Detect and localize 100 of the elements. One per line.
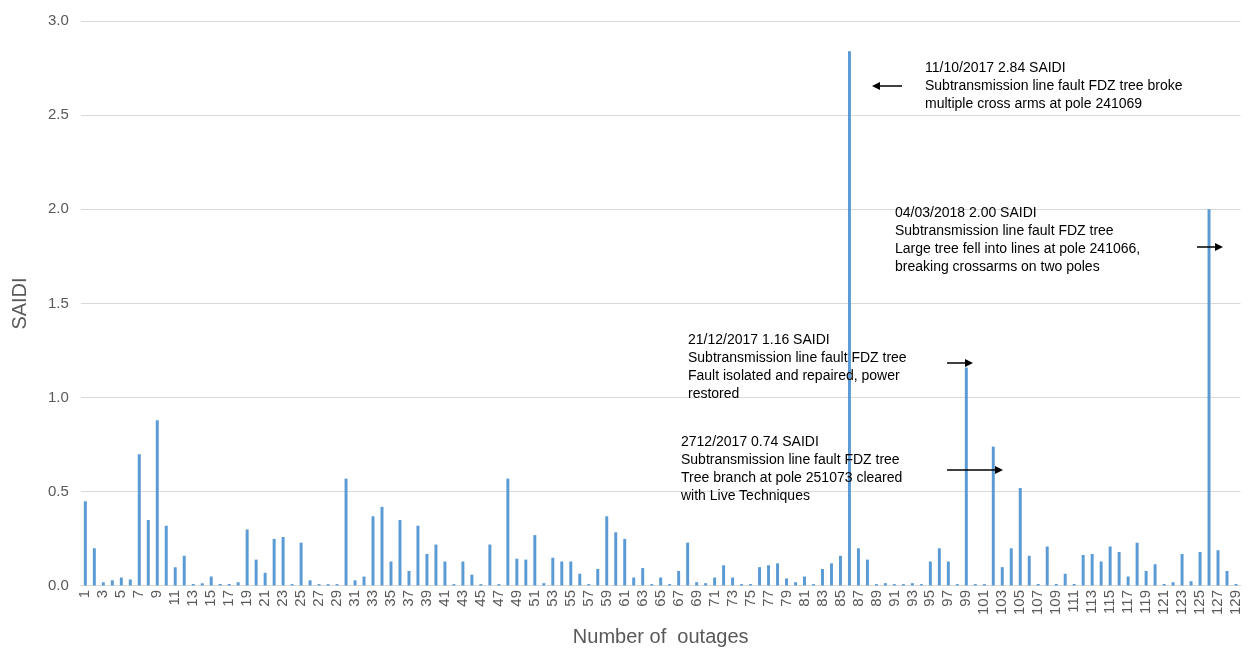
x-tick-label: 117: [1118, 589, 1136, 614]
x-tick-label: 61: [614, 589, 632, 607]
x-tick-label: 7: [129, 589, 147, 599]
bar: [1045, 546, 1049, 586]
bar: [623, 538, 627, 586]
bar: [1198, 552, 1202, 586]
x-tick-label: 47: [489, 589, 506, 607]
x-tick-label: 53: [542, 589, 560, 607]
x-tick-label: 115: [1100, 589, 1118, 614]
bar: [110, 580, 114, 586]
bar: [1153, 564, 1157, 586]
x-tick-label: 71: [704, 589, 722, 607]
bar: [946, 561, 950, 586]
x-tick-label: 81: [794, 589, 812, 607]
bar: [794, 582, 797, 586]
bar: [758, 567, 762, 586]
bar: [1009, 548, 1013, 586]
bar: [137, 454, 141, 586]
bar: [1000, 567, 1004, 586]
x-tick-label: 63: [632, 589, 650, 607]
bar: [659, 577, 663, 586]
bar: [101, 582, 105, 586]
x-tick-label: 77: [758, 589, 776, 607]
x-tick-label: 87: [848, 589, 866, 607]
bar: [991, 446, 995, 586]
y-tick-label: 0.0: [47, 576, 69, 594]
x-tick-label: 11: [165, 589, 183, 606]
x-tick-label: 99: [956, 589, 974, 607]
annotation: 04/03/2018 2.00 SAIDI Subtransmission line fault FDZ tree Large tree fell into lines at pole 241066, breaking crossarms on two poles: [895, 203, 1141, 275]
x-tick-label: 25: [291, 589, 309, 607]
bar: [488, 544, 492, 586]
x-tick-label: 9: [147, 589, 165, 599]
x-tick-label: 85: [830, 589, 848, 607]
x-tick-label: 41: [435, 589, 453, 607]
x-tick-label: 91: [884, 589, 902, 607]
bar: [937, 548, 941, 586]
bar: [155, 420, 159, 586]
x-tick-label: 27: [309, 589, 327, 607]
bar: [767, 565, 771, 586]
bar: [1081, 554, 1085, 586]
x-tick-label: 59: [596, 589, 614, 607]
x-tick-label: 19: [237, 589, 255, 607]
x-tick-label: 49: [506, 589, 524, 607]
bar: [1135, 542, 1139, 586]
x-tick-label: 57: [578, 589, 596, 607]
bar: [299, 542, 303, 586]
bar: [1216, 550, 1220, 586]
bar: [308, 580, 312, 586]
x-tick-label: 119: [1136, 589, 1154, 614]
bar: [533, 535, 537, 586]
y-tick-label: 2.0: [47, 199, 69, 217]
bar: [434, 544, 438, 586]
bar: [1144, 570, 1148, 586]
bar: [245, 529, 249, 586]
x-tick-label: 113: [1082, 589, 1100, 614]
x-tick-label: 111: [1064, 589, 1082, 613]
x-tick-label: 23: [273, 589, 291, 607]
bar: [821, 569, 824, 586]
x-tick-label: 43: [453, 589, 471, 607]
bar: [856, 548, 860, 586]
bar: [695, 582, 699, 586]
bar: [272, 538, 276, 586]
x-tick-label: 1: [75, 589, 93, 599]
x-tick-label: 35: [381, 589, 399, 607]
x-tick-label: 109: [1046, 589, 1064, 615]
bar: [731, 577, 735, 586]
x-tick-label: 37: [399, 589, 417, 607]
x-tick-label: 123: [1172, 589, 1190, 615]
bar: [686, 542, 690, 586]
bar: [1117, 552, 1121, 586]
x-tick-label: 31: [345, 589, 363, 607]
bar: [677, 570, 681, 586]
x-tick-label: 105: [1010, 589, 1028, 615]
y-tick-label: 2.5: [47, 105, 69, 123]
bar: [551, 557, 555, 586]
x-tick-label: 95: [920, 589, 938, 607]
x-tick-label: 3: [93, 589, 111, 599]
bar: [281, 537, 285, 586]
x-tick-label: 103: [992, 589, 1010, 615]
bar: [596, 569, 600, 586]
bar: [1171, 582, 1175, 586]
x-tick-label: 79: [776, 589, 794, 607]
x-tick-label: 69: [686, 589, 704, 607]
bar: [722, 565, 726, 586]
bar: [173, 567, 177, 586]
x-tick-label: 101: [974, 589, 992, 615]
x-tick-label: 21: [255, 589, 273, 607]
x-tick-label: 107: [1028, 589, 1046, 615]
x-axis-title: Number of outages: [572, 624, 749, 647]
bar: [713, 577, 717, 586]
x-tick-label: 39: [417, 589, 435, 607]
x-tick-label: 89: [866, 589, 884, 607]
y-tick-label: 0.5: [47, 481, 69, 499]
bar: [236, 582, 240, 586]
x-tick-label: 33: [363, 589, 381, 607]
bar: [803, 576, 806, 586]
x-tick-label: 51: [524, 589, 542, 607]
bar: [146, 520, 150, 586]
bar: [1180, 553, 1184, 586]
bar: [425, 553, 429, 586]
